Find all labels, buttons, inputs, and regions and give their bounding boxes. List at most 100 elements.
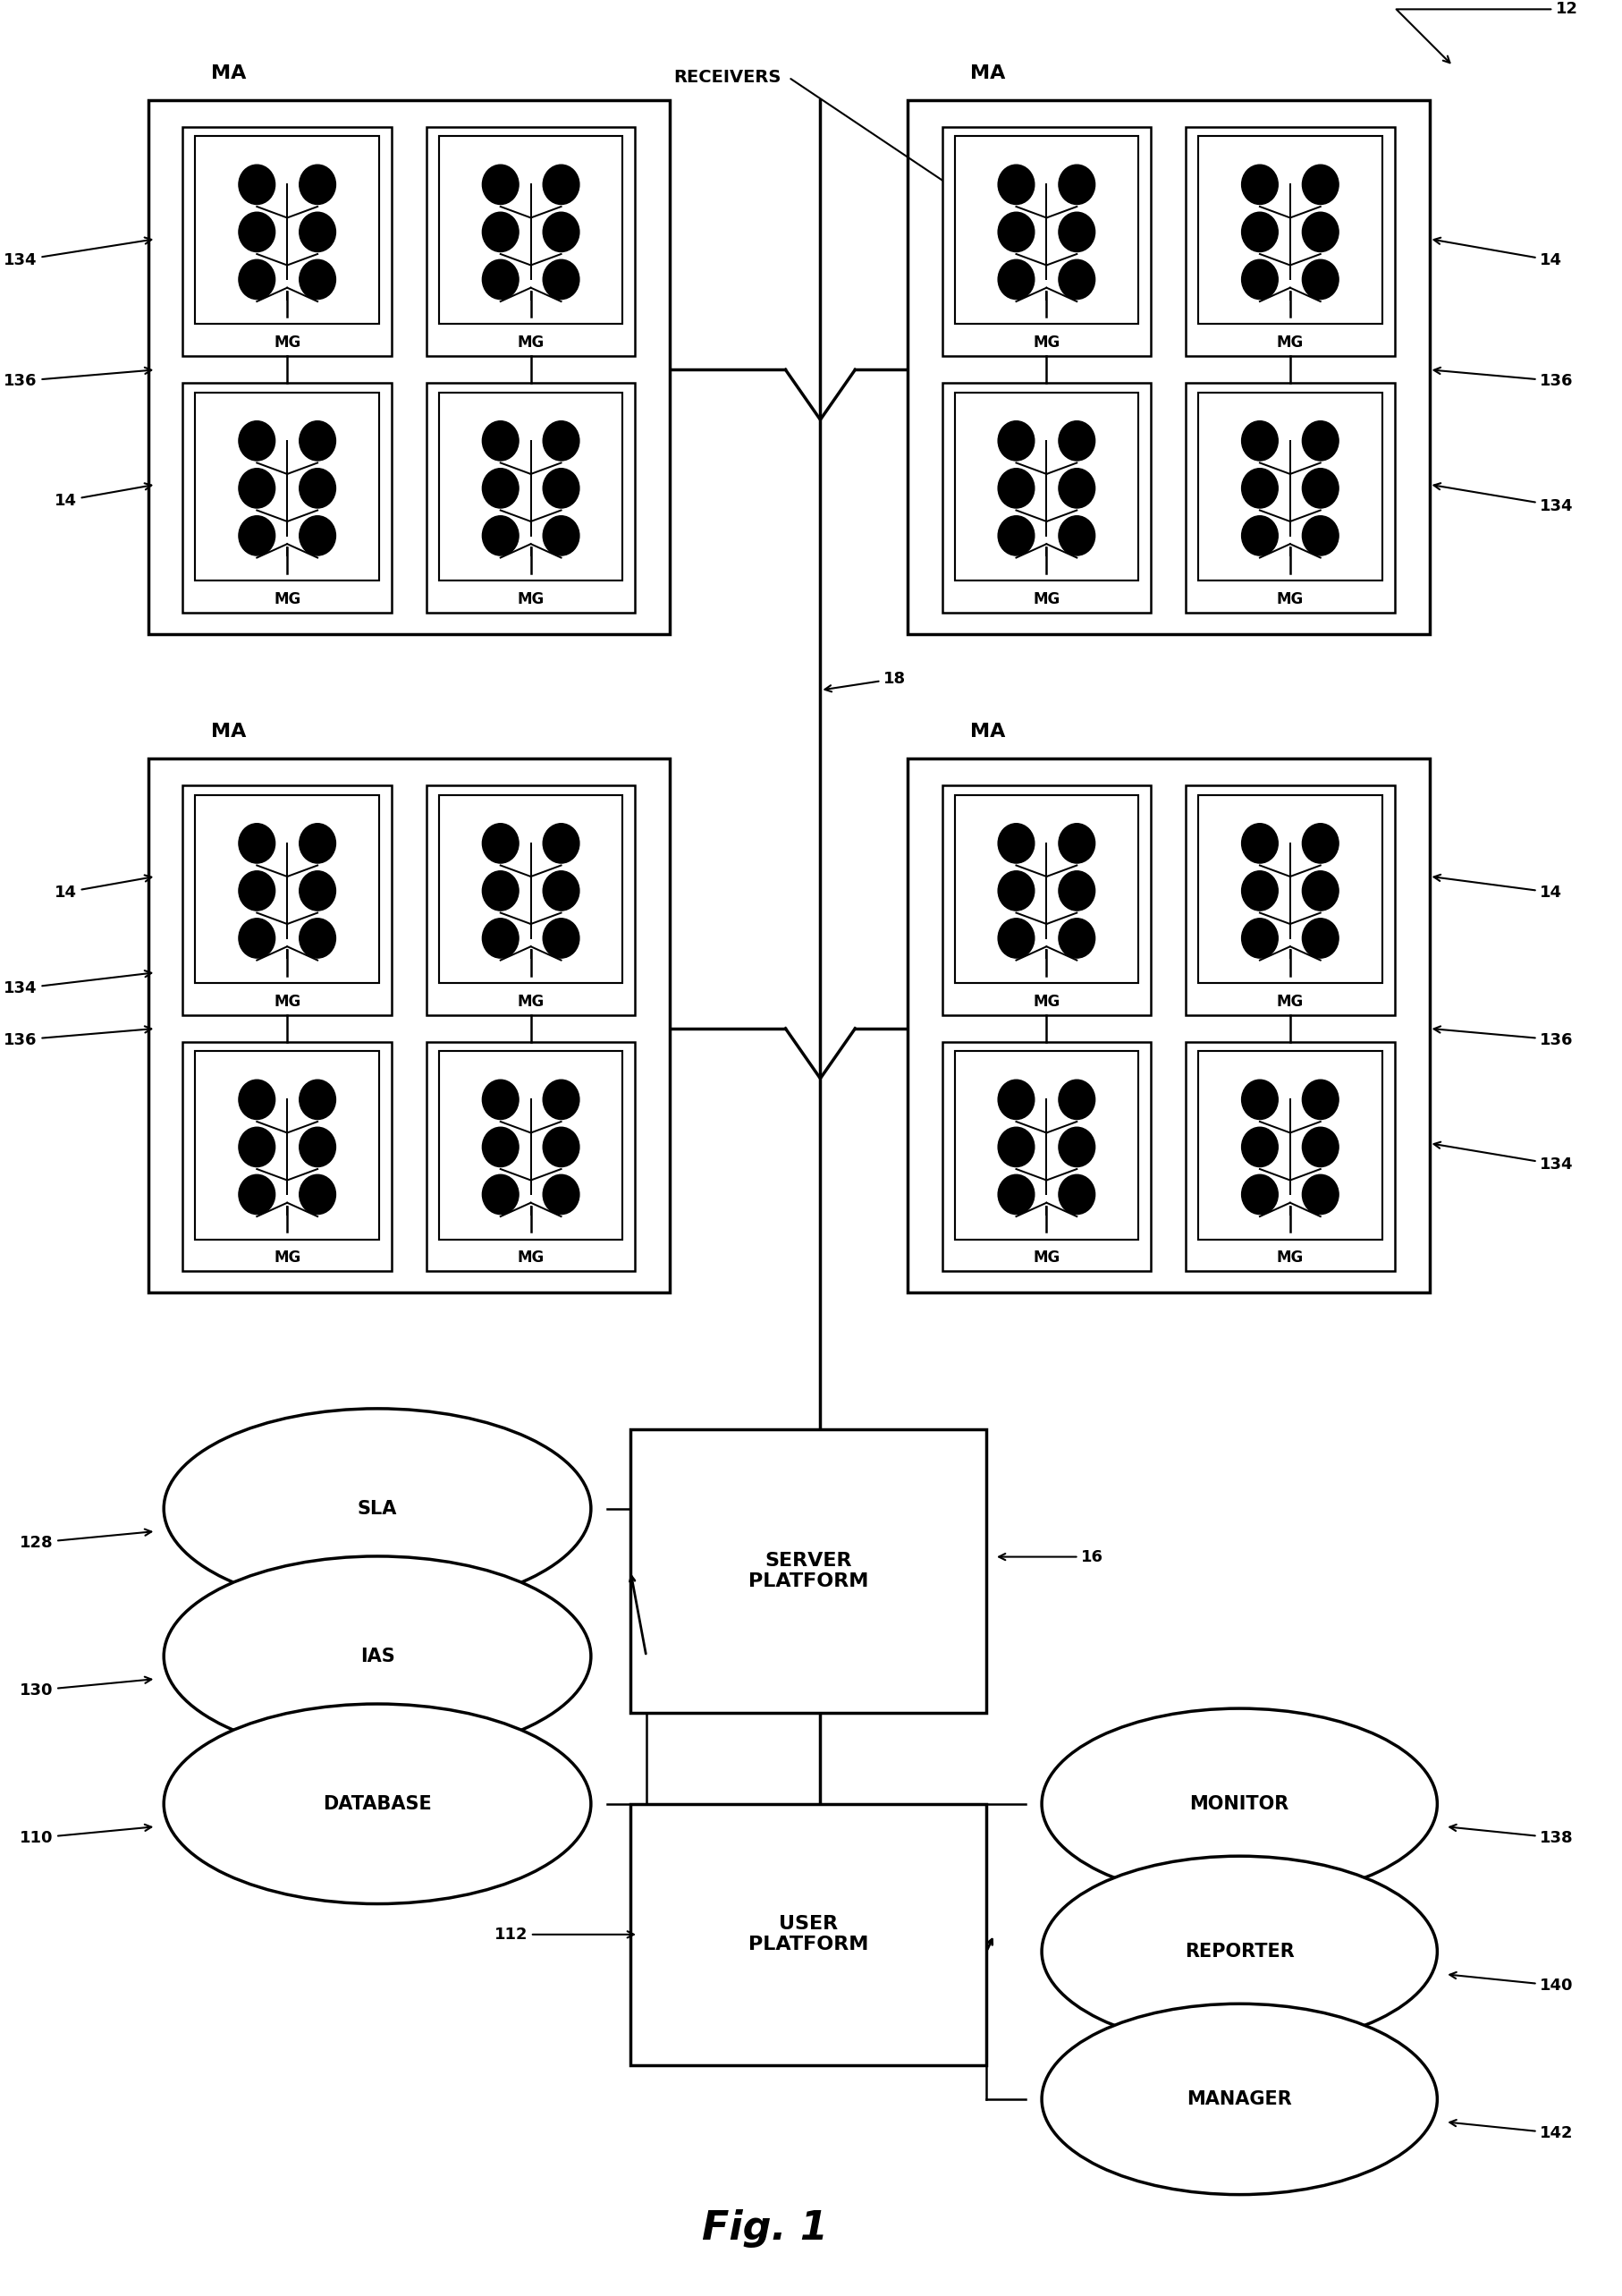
Text: MG: MG: [1277, 335, 1302, 351]
Bar: [148, 760, 670, 1293]
Text: 14: 14: [55, 875, 151, 900]
Ellipse shape: [543, 824, 579, 863]
Ellipse shape: [543, 1079, 579, 1120]
Text: 14: 14: [1434, 875, 1562, 900]
Ellipse shape: [1301, 824, 1338, 863]
Ellipse shape: [238, 1127, 274, 1166]
Text: REPORTER: REPORTER: [1184, 1942, 1294, 1961]
Bar: [438, 393, 623, 581]
Ellipse shape: [482, 824, 519, 863]
Text: Fig. 1: Fig. 1: [702, 2209, 827, 2248]
Ellipse shape: [238, 165, 274, 204]
Text: MG: MG: [274, 994, 300, 1010]
Text: MG: MG: [1033, 1249, 1059, 1265]
Bar: [942, 1042, 1150, 1272]
Text: MG: MG: [1277, 590, 1302, 606]
Bar: [427, 1042, 634, 1272]
Ellipse shape: [298, 468, 336, 507]
Ellipse shape: [1058, 420, 1095, 461]
Bar: [907, 101, 1429, 634]
Ellipse shape: [543, 211, 579, 253]
Ellipse shape: [164, 1704, 590, 1903]
Ellipse shape: [1058, 1176, 1095, 1215]
Text: USER
PLATFORM: USER PLATFORM: [748, 1915, 868, 1954]
Text: MG: MG: [274, 590, 300, 606]
Ellipse shape: [482, 211, 519, 253]
Ellipse shape: [482, 420, 519, 461]
Text: 130: 130: [19, 1676, 151, 1699]
Ellipse shape: [1058, 211, 1095, 253]
Bar: [427, 126, 634, 356]
Ellipse shape: [998, 468, 1033, 507]
Ellipse shape: [482, 517, 519, 556]
Ellipse shape: [1058, 259, 1095, 298]
Ellipse shape: [1058, 1127, 1095, 1166]
Ellipse shape: [238, 517, 274, 556]
Bar: [183, 126, 391, 356]
Bar: [942, 126, 1150, 356]
Ellipse shape: [1241, 1079, 1277, 1120]
Ellipse shape: [998, 918, 1033, 957]
Ellipse shape: [1241, 211, 1277, 253]
Text: 14: 14: [55, 482, 151, 507]
Ellipse shape: [998, 1176, 1033, 1215]
Ellipse shape: [1301, 165, 1338, 204]
Ellipse shape: [1058, 165, 1095, 204]
Ellipse shape: [298, 918, 336, 957]
Ellipse shape: [1241, 1127, 1277, 1166]
Text: 110: 110: [19, 1825, 151, 1846]
Text: 134: 134: [1434, 482, 1573, 514]
Text: 142: 142: [1448, 2119, 1573, 2142]
Ellipse shape: [998, 165, 1033, 204]
Ellipse shape: [998, 259, 1033, 298]
Bar: [183, 383, 391, 613]
Ellipse shape: [298, 420, 336, 461]
Text: 136: 136: [3, 1026, 151, 1047]
Bar: [1186, 126, 1393, 356]
Ellipse shape: [1301, 918, 1338, 957]
Bar: [954, 135, 1137, 324]
Ellipse shape: [482, 1079, 519, 1120]
Ellipse shape: [1301, 259, 1338, 298]
Text: MA: MA: [211, 723, 245, 742]
Ellipse shape: [1241, 824, 1277, 863]
Ellipse shape: [543, 517, 579, 556]
Ellipse shape: [1301, 420, 1338, 461]
Ellipse shape: [1241, 420, 1277, 461]
Text: MG: MG: [274, 1249, 300, 1265]
Text: 12: 12: [1395, 2, 1577, 62]
Bar: [629, 1428, 986, 1713]
Bar: [954, 1052, 1137, 1240]
Text: 16: 16: [998, 1550, 1103, 1566]
Text: DATABASE: DATABASE: [323, 1795, 431, 1814]
Ellipse shape: [1058, 1079, 1095, 1120]
Ellipse shape: [1301, 870, 1338, 912]
Ellipse shape: [1041, 1708, 1437, 1899]
Bar: [195, 794, 380, 983]
Ellipse shape: [1301, 1176, 1338, 1215]
Ellipse shape: [543, 1176, 579, 1215]
Text: 140: 140: [1448, 1972, 1573, 1993]
Ellipse shape: [543, 468, 579, 507]
Ellipse shape: [998, 870, 1033, 912]
Ellipse shape: [298, 259, 336, 298]
Text: MG: MG: [274, 335, 300, 351]
Ellipse shape: [998, 824, 1033, 863]
Bar: [148, 101, 670, 634]
Ellipse shape: [1241, 918, 1277, 957]
Bar: [427, 383, 634, 613]
Text: 136: 136: [3, 367, 151, 388]
Ellipse shape: [482, 259, 519, 298]
Ellipse shape: [482, 1176, 519, 1215]
Bar: [942, 383, 1150, 613]
Ellipse shape: [482, 165, 519, 204]
Ellipse shape: [1301, 468, 1338, 507]
Text: 136: 136: [1434, 367, 1573, 388]
Bar: [1197, 1052, 1382, 1240]
Text: MG: MG: [1277, 994, 1302, 1010]
Text: IAS: IAS: [360, 1646, 394, 1665]
Ellipse shape: [543, 259, 579, 298]
Bar: [183, 1042, 391, 1272]
Ellipse shape: [543, 918, 579, 957]
Ellipse shape: [998, 1079, 1033, 1120]
